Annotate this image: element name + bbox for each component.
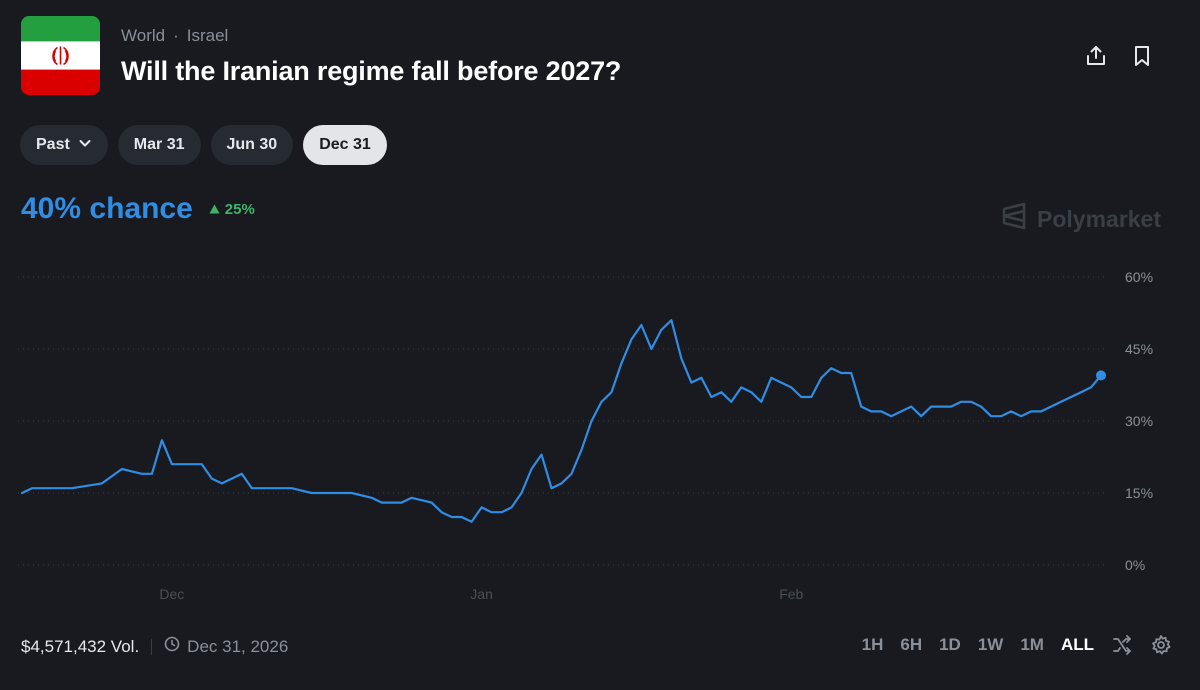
breadcrumb: World · Israel (121, 26, 228, 46)
y-tick-label: 30% (1125, 413, 1153, 429)
polymarket-watermark: Polymarket (1000, 202, 1161, 236)
delta-value: 25% (224, 200, 255, 218)
end-date-text: Dec 31, 2026 (187, 636, 289, 656)
x-tick-label: Feb (779, 586, 803, 602)
y-tick-label: 15% (1125, 485, 1153, 501)
iran-flag-image (21, 16, 100, 95)
breadcrumb-world[interactable]: World (121, 26, 166, 45)
date-pill-mar-31[interactable]: Mar 31 (117, 125, 201, 165)
breadcrumb-separator: · (173, 26, 179, 45)
range-all[interactable]: ALL (1060, 635, 1094, 654)
range-1d[interactable]: 1D (939, 635, 961, 654)
current-point-marker (1096, 370, 1106, 381)
y-tick-label: 60% (1125, 269, 1153, 285)
range-1h[interactable]: 1H (861, 635, 884, 654)
past-dropdown[interactable]: Past (20, 125, 108, 165)
page-title: Will the Iranian regime fall before 2027… (121, 56, 622, 86)
y-tick-label: 45% (1125, 341, 1153, 357)
range-1w[interactable]: 1W (977, 635, 1004, 654)
range-6h[interactable]: 6H (900, 635, 923, 654)
volume-text: $4,571,432 Vol. (21, 636, 140, 656)
breadcrumb-israel[interactable]: Israel (186, 26, 229, 45)
date-filter-pills: Past Mar 31 Jun 30 Dec 31 (20, 125, 387, 165)
y-tick-label: 0% (1125, 557, 1145, 573)
polymarket-logo-icon (1000, 202, 1028, 236)
chevron-down-icon (78, 136, 92, 155)
bookmark-icon[interactable] (1130, 44, 1154, 68)
polymarket-brand-text: Polymarket (1037, 205, 1162, 232)
series-line (20, 319, 1103, 523)
range-1m[interactable]: 1M (1020, 635, 1044, 654)
x-tick-label: Dec (159, 586, 184, 602)
triangle-up-icon (209, 201, 220, 218)
footer-divider (151, 638, 153, 655)
x-tick-label: Jan (470, 586, 493, 602)
gear-icon[interactable] (1150, 634, 1172, 656)
price-chart[interactable]: 0% 15% 30% 45% 60% Dec Jan Feb (0, 260, 1200, 620)
date-pill-dec-31[interactable]: Dec 31 (303, 125, 387, 165)
clock-icon (164, 636, 180, 657)
time-range-selector: 1H 6H 1D 1W 1M ALL (862, 634, 1172, 656)
chance-value: 40% chance (21, 192, 193, 225)
chance-delta: 25% (209, 201, 255, 218)
date-pill-jun-30[interactable]: Jun 30 (210, 125, 294, 165)
end-date: Dec 31, 2026 (164, 636, 288, 657)
past-label: Past (36, 136, 70, 153)
share-icon[interactable] (1084, 44, 1108, 68)
shuffle-icon[interactable] (1111, 634, 1133, 656)
